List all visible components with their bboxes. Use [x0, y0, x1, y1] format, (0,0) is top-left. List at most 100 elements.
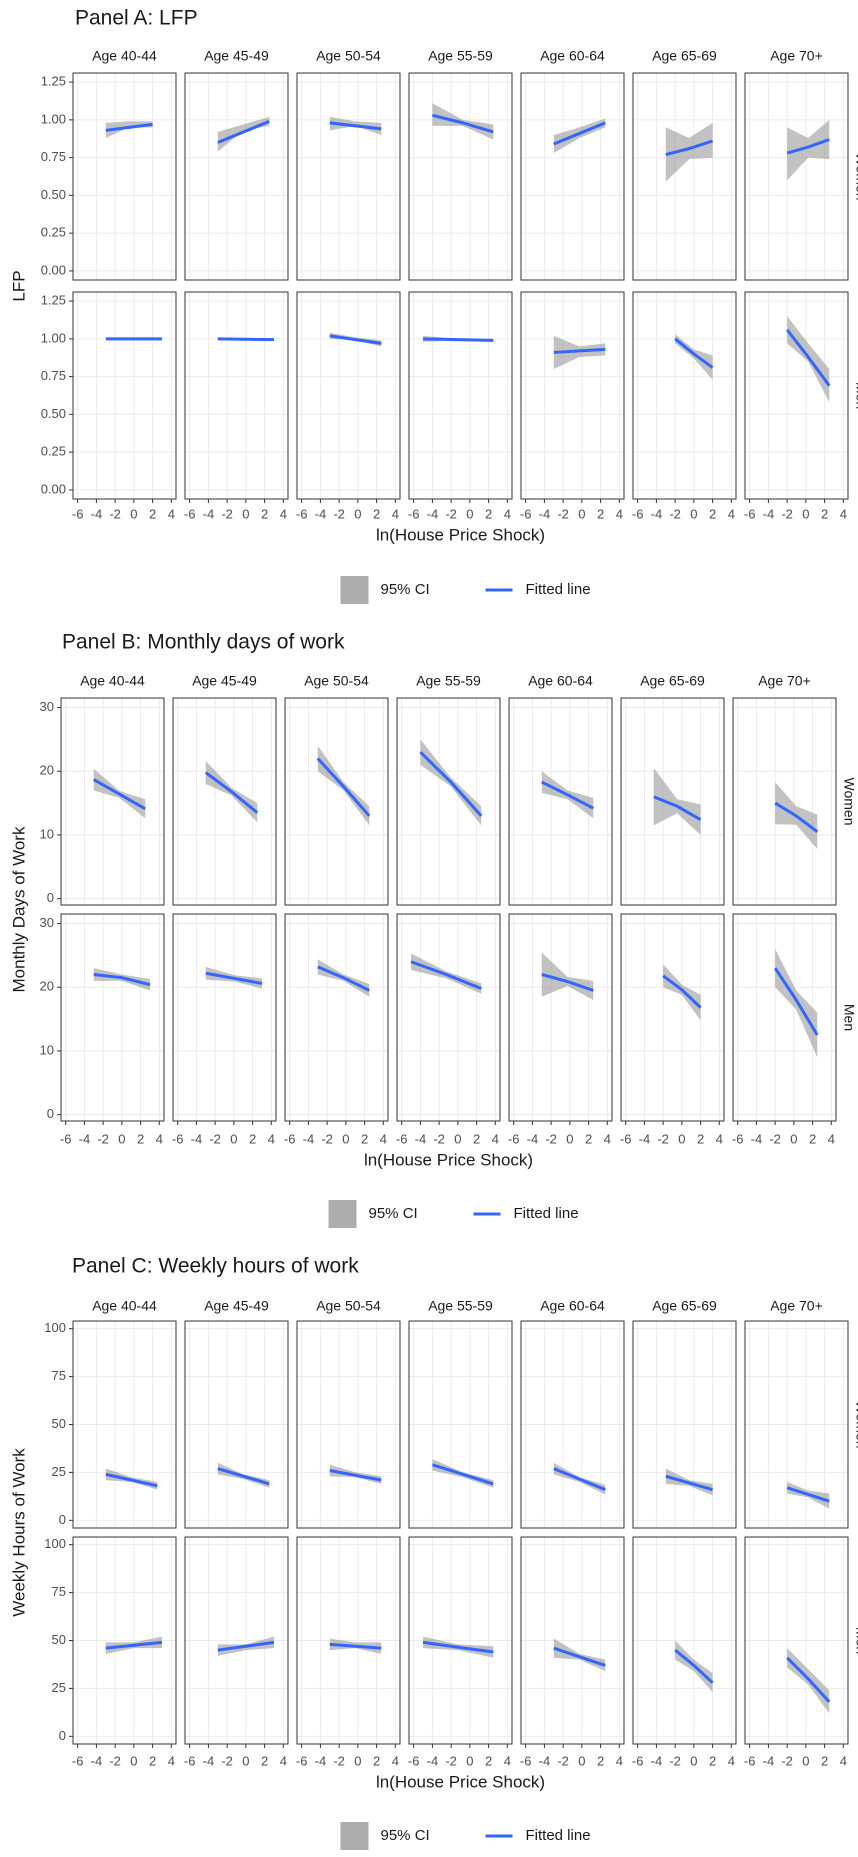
x-tick-label: 0 — [466, 1753, 473, 1768]
x-tick-label: -2 — [781, 506, 793, 521]
x-tick-label: 0 — [118, 1131, 125, 1146]
x-tick-label: 2 — [809, 1131, 816, 1146]
x-tick-label: -4 — [763, 1753, 775, 1768]
x-tick-label: -2 — [669, 1753, 681, 1768]
panel-border — [408, 72, 513, 281]
facet-label: Age 45-49 — [204, 48, 269, 64]
legend-swatch — [328, 1200, 357, 1228]
fitted-line — [217, 1640, 275, 1652]
x-tick-label: -2 — [321, 1131, 333, 1146]
y-tick-label: 0 — [47, 890, 54, 905]
fitted-line — [105, 1472, 158, 1488]
x-tick-label: -6 — [632, 1753, 644, 1768]
x-tick-label: 2 — [597, 1753, 604, 1768]
x-tick-label: -2 — [109, 506, 121, 521]
x-tick-label: 4 — [280, 506, 287, 521]
y-tick-label: 1.25 — [41, 74, 66, 89]
x-tick-label: 4 — [504, 1753, 511, 1768]
y-tick-label: 30 — [40, 699, 54, 714]
fitted-line — [105, 122, 153, 132]
facet-label: Age 40-44 — [92, 1298, 157, 1314]
y-tick-label: 100 — [44, 1536, 66, 1551]
panel-border — [744, 291, 849, 500]
panel-border — [520, 1320, 625, 1529]
facet-label: Age 45-49 — [204, 1298, 269, 1314]
fitted-line — [205, 971, 263, 985]
x-axis-label: ln(House Price Shock) — [364, 1150, 533, 1169]
x-tick-label: -2 — [209, 1131, 221, 1146]
x-tick-label: -2 — [657, 1131, 669, 1146]
x-tick-label: -4 — [751, 1131, 763, 1146]
fitted-line — [217, 119, 270, 144]
panel-border — [184, 72, 289, 281]
y-tick-label: 10 — [40, 826, 54, 841]
facet-label: Women — [841, 778, 857, 826]
x-tick-label: -4 — [203, 506, 215, 521]
panel-border — [172, 913, 277, 1122]
panel-border — [60, 697, 165, 906]
x-tick-label: 4 — [492, 1131, 499, 1146]
x-tick-label: 2 — [361, 1131, 368, 1146]
panel-border — [296, 1320, 401, 1529]
x-tick-label: 2 — [485, 506, 492, 521]
fitted-line — [204, 771, 259, 814]
panel-border — [72, 1320, 177, 1529]
fitted-line — [217, 1467, 270, 1486]
confidence-band — [541, 952, 594, 1000]
fitted-line — [553, 1467, 606, 1492]
y-tick-label: 20 — [40, 763, 54, 778]
x-tick-label: -2 — [557, 506, 569, 521]
y-tick-label: 0.25 — [41, 225, 66, 240]
x-axis-label: ln(House Price Shock) — [376, 525, 545, 544]
fitted-line — [410, 960, 482, 990]
fitted-line — [217, 337, 274, 342]
x-tick-label: -6 — [296, 506, 308, 521]
x-tick-label: -2 — [109, 1753, 121, 1768]
fitted-line — [422, 1640, 494, 1654]
y-tick-label: 0.75 — [41, 149, 66, 164]
facet-label: Age 65-69 — [652, 1298, 717, 1314]
fitted-line — [419, 751, 483, 817]
x-tick-label: -4 — [415, 1131, 427, 1146]
panel-border — [620, 913, 725, 1122]
x-tick-label: 4 — [728, 1753, 735, 1768]
x-tick-label: -4 — [203, 1753, 215, 1768]
legend-label: Fitted line — [526, 581, 591, 598]
x-tick-label: 0 — [690, 1753, 697, 1768]
facet-label: Age 60-64 — [540, 1298, 605, 1314]
x-tick-label: -2 — [221, 1753, 233, 1768]
x-tick-label: 4 — [156, 1131, 163, 1146]
x-axis-label: ln(House Price Shock) — [376, 1772, 545, 1791]
facet-label: Age 40-44 — [92, 48, 157, 64]
panel-border — [408, 1536, 513, 1745]
x-tick-label: -4 — [651, 1753, 663, 1768]
y-tick-label: 0 — [59, 1512, 66, 1527]
fitted-line — [553, 121, 606, 146]
x-tick-label: 2 — [597, 506, 604, 521]
panel-border — [184, 1536, 289, 1745]
x-tick-label: 4 — [616, 506, 623, 521]
x-tick-label: -6 — [408, 1753, 420, 1768]
y-tick-label: 20 — [40, 979, 54, 994]
x-tick-label: -6 — [172, 1131, 184, 1146]
panel-border — [296, 1536, 401, 1745]
y-tick-label: 50 — [52, 1632, 66, 1647]
y-tick-label: 30 — [40, 915, 54, 930]
legend-label: Fitted line — [526, 1827, 591, 1844]
facet-label: Age 55-59 — [428, 1298, 493, 1314]
x-tick-label: 4 — [604, 1131, 611, 1146]
x-tick-label: -2 — [445, 1753, 457, 1768]
confidence-band — [665, 122, 713, 182]
x-tick-label: -4 — [79, 1131, 91, 1146]
panel-border — [744, 72, 849, 281]
x-tick-label: 0 — [690, 506, 697, 521]
y-axis-label: Weekly Hours of Work — [9, 1448, 28, 1617]
x-tick-label: 0 — [242, 1753, 249, 1768]
panel-border — [732, 913, 837, 1122]
x-tick-label: -4 — [639, 1131, 651, 1146]
panel-border — [184, 1320, 289, 1529]
panel-border — [184, 291, 289, 500]
x-tick-label: -6 — [184, 1753, 196, 1768]
x-tick-label: 4 — [728, 506, 735, 521]
panel-border — [732, 697, 837, 906]
